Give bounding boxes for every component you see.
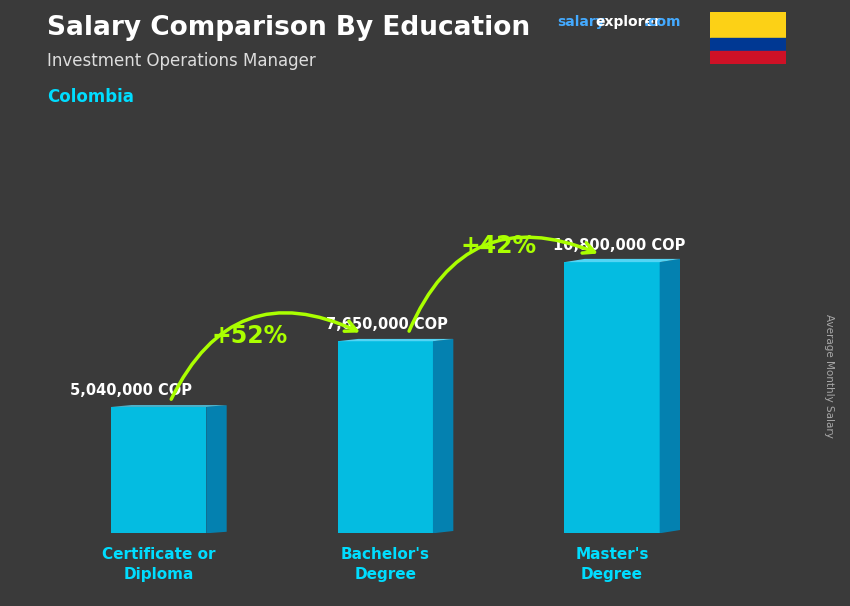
Text: Colombia: Colombia	[47, 88, 133, 106]
Polygon shape	[111, 405, 227, 407]
Bar	[710, 38, 786, 51]
Bar	[710, 51, 786, 64]
Polygon shape	[111, 407, 207, 533]
Polygon shape	[564, 262, 660, 533]
Text: Salary Comparison By Education: Salary Comparison By Education	[47, 15, 530, 41]
Polygon shape	[564, 259, 680, 262]
Polygon shape	[207, 405, 227, 533]
Text: explorer: explorer	[595, 15, 661, 29]
Text: 7,650,000 COP: 7,650,000 COP	[326, 318, 448, 333]
Text: Average Monthly Salary: Average Monthly Salary	[824, 314, 834, 438]
Polygon shape	[337, 339, 453, 341]
Polygon shape	[337, 341, 433, 533]
Polygon shape	[660, 259, 680, 533]
Text: Investment Operations Manager: Investment Operations Manager	[47, 52, 315, 70]
Text: +42%: +42%	[461, 235, 536, 258]
Text: +52%: +52%	[211, 324, 287, 348]
Text: 5,040,000 COP: 5,040,000 COP	[71, 383, 192, 398]
Polygon shape	[433, 339, 453, 533]
Text: .com: .com	[643, 15, 681, 29]
Bar	[710, 12, 786, 38]
Text: salary: salary	[557, 15, 604, 29]
Text: 10,800,000 COP: 10,800,000 COP	[553, 238, 685, 253]
